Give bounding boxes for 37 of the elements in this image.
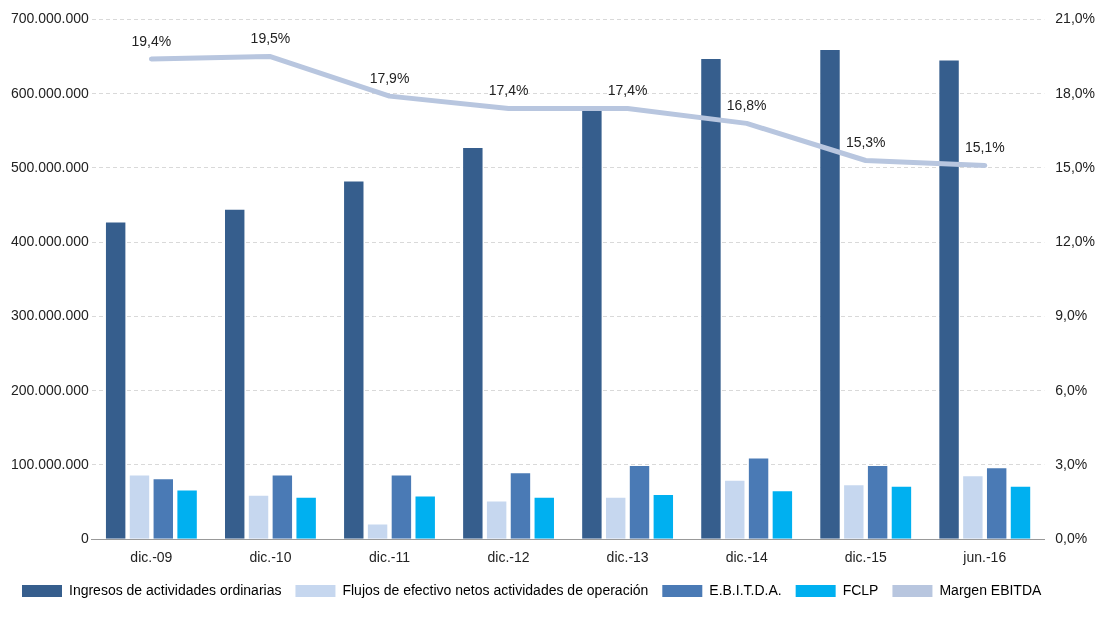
x-tick-label: dic.-13 bbox=[606, 549, 649, 566]
y2-tick-label: 15,0% bbox=[1055, 158, 1096, 175]
legend-label: Flujos de efectivo netos actividades de operación bbox=[342, 581, 649, 598]
x-tick-label: dic.-14 bbox=[725, 549, 768, 566]
data-label: 19,4% bbox=[131, 32, 172, 49]
y2-tick-label: 6,0% bbox=[1055, 381, 1088, 398]
y-tick-label: 400.000.000 bbox=[11, 233, 90, 250]
y-tick-label: 100.000.000 bbox=[11, 455, 90, 472]
data-label: 17,4% bbox=[607, 82, 648, 99]
x-tick-label: dic.-11 bbox=[369, 549, 411, 566]
y-tick-label: 300.000.000 bbox=[11, 307, 90, 324]
y2-tick-label: 3,0% bbox=[1055, 455, 1088, 472]
data-label: 15,3% bbox=[845, 134, 886, 151]
data-label: 19,5% bbox=[250, 30, 291, 47]
y-tick-label: 200.000.000 bbox=[11, 381, 90, 398]
y2-tick-label: 18,0% bbox=[1055, 84, 1096, 101]
legend-label: FCLP bbox=[842, 581, 879, 598]
y-tick-label: 500.000.000 bbox=[11, 158, 90, 175]
y-tick-label: 600.000.000 bbox=[11, 84, 90, 101]
legend-label: E.B.I.T.D.A. bbox=[709, 581, 782, 598]
data-label: 17,4% bbox=[488, 82, 529, 99]
data-label: 16,8% bbox=[726, 97, 767, 114]
x-tick-label: dic.-09 bbox=[130, 549, 173, 566]
data-label: 15,1% bbox=[964, 139, 1005, 156]
y-tick-label: 0 bbox=[81, 530, 90, 547]
x-tick-label: dic.-15 bbox=[844, 549, 887, 566]
y2-tick-label: 12,0% bbox=[1055, 233, 1096, 250]
x-tick-label: dic.-12 bbox=[487, 549, 530, 566]
legend-label: Ingresos de actividades ordinarias bbox=[69, 581, 282, 598]
x-tick-label: jun.-16 bbox=[962, 549, 1007, 566]
y2-tick-label: 9,0% bbox=[1055, 307, 1088, 324]
x-tick-label: dic.-10 bbox=[249, 549, 292, 566]
y-tick-label: 700.000.000 bbox=[11, 10, 90, 27]
data-label: 17,9% bbox=[369, 69, 410, 86]
y2-tick-label: 21,0% bbox=[1055, 10, 1096, 27]
y2-tick-label: 0,0% bbox=[1055, 530, 1088, 547]
legend-label: Margen EBITDA bbox=[939, 581, 1043, 598]
